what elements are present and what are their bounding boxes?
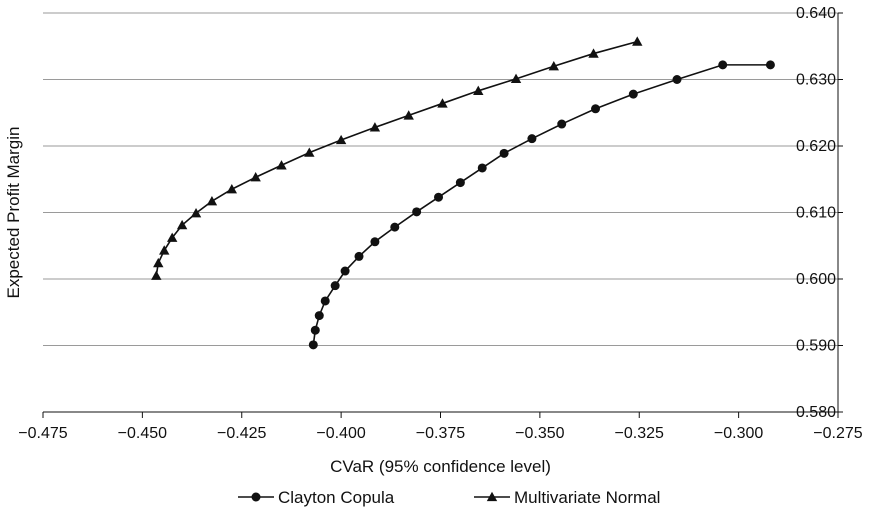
y-axis-title: Expected Profit Margin [4,127,23,299]
data-point-clayton-copula [591,104,601,114]
data-point-multivariate-normal [226,184,238,194]
data-point-multivariate-normal [588,48,599,58]
y-tick-label: 0.620 [796,138,836,155]
axes: 0.5800.5900.6000.6100.6200.6300.640−0.47… [18,5,862,442]
x-tick-label: −0.300 [714,425,763,442]
data-point-multivariate-normal [473,85,484,95]
y-tick-label: 0.600 [796,271,836,288]
y-tick-label: 0.610 [796,205,836,222]
data-point-multivariate-normal [632,36,643,46]
data-point-clayton-copula [340,266,350,276]
data-point-multivariate-normal [276,160,287,170]
legend-label: Multivariate Normal [514,488,660,507]
data-point-multivariate-normal [548,61,559,71]
data-point-clayton-copula [557,119,567,129]
data-point-multivariate-normal [206,195,218,206]
data-point-multivariate-normal [176,219,188,230]
series-multivariate-normal [151,36,643,280]
series-layer [151,36,775,350]
y-tick-label: 0.590 [796,338,836,355]
data-point-multivariate-normal [304,147,315,157]
x-tick-label: −0.450 [118,425,167,442]
data-point-clayton-copula [320,296,330,306]
data-point-multivariate-normal [437,98,448,108]
data-point-multivariate-normal [403,110,414,120]
y-tick-label: 0.640 [796,5,836,22]
x-tick-label: −0.325 [615,425,664,442]
data-point-clayton-copula [330,281,340,291]
legend-marker-triangle [486,491,498,502]
x-tick-label: −0.350 [515,425,564,442]
data-point-clayton-copula [499,148,509,158]
data-point-clayton-copula [455,178,465,188]
data-point-clayton-copula [477,163,487,173]
data-point-multivariate-normal [250,172,261,182]
data-point-clayton-copula [310,325,320,335]
data-point-clayton-copula [314,311,324,321]
data-point-multivariate-normal [159,245,170,255]
x-tick-label: −0.275 [813,425,862,442]
data-point-multivariate-normal [153,257,164,268]
data-point-clayton-copula [370,237,380,247]
y-tick-label: 0.630 [796,72,836,89]
data-point-clayton-copula [718,60,728,70]
data-point-multivariate-normal [151,270,162,280]
series-line-clayton-copula [312,64,771,345]
legend-label: Clayton Copula [278,488,395,507]
x-tick-label: −0.375 [416,425,465,442]
data-point-clayton-copula [672,75,682,84]
data-point-multivariate-normal [369,122,381,132]
data-point-clayton-copula [628,89,638,99]
x-tick-label: −0.425 [217,425,266,442]
data-point-clayton-copula [390,222,400,232]
data-point-clayton-copula [527,134,537,144]
data-point-clayton-copula [354,251,364,261]
data-point-multivariate-normal [190,207,202,218]
legend: Clayton Copula Multivariate Normal [238,488,660,507]
data-point-clayton-copula [434,192,444,202]
data-point-multivariate-normal [335,134,347,145]
x-tick-label: −0.475 [18,425,67,442]
data-point-multivariate-normal [510,73,522,83]
data-point-multivariate-normal [166,232,178,242]
data-point-clayton-copula [308,340,318,350]
x-tick-label: −0.400 [316,425,365,442]
legend-marker-circle [251,492,261,502]
grid-lines [43,12,838,346]
legend-item-clayton-copula: Clayton Copula [238,488,395,507]
x-axis-title: CVaR (95% confidence level) [330,457,551,476]
series-line-multivariate-normal [155,40,638,276]
legend-item-multivariate-normal: Multivariate Normal [474,488,660,507]
data-point-clayton-copula [412,207,422,217]
series-clayton-copula [308,60,775,350]
data-point-clayton-copula [765,60,775,70]
